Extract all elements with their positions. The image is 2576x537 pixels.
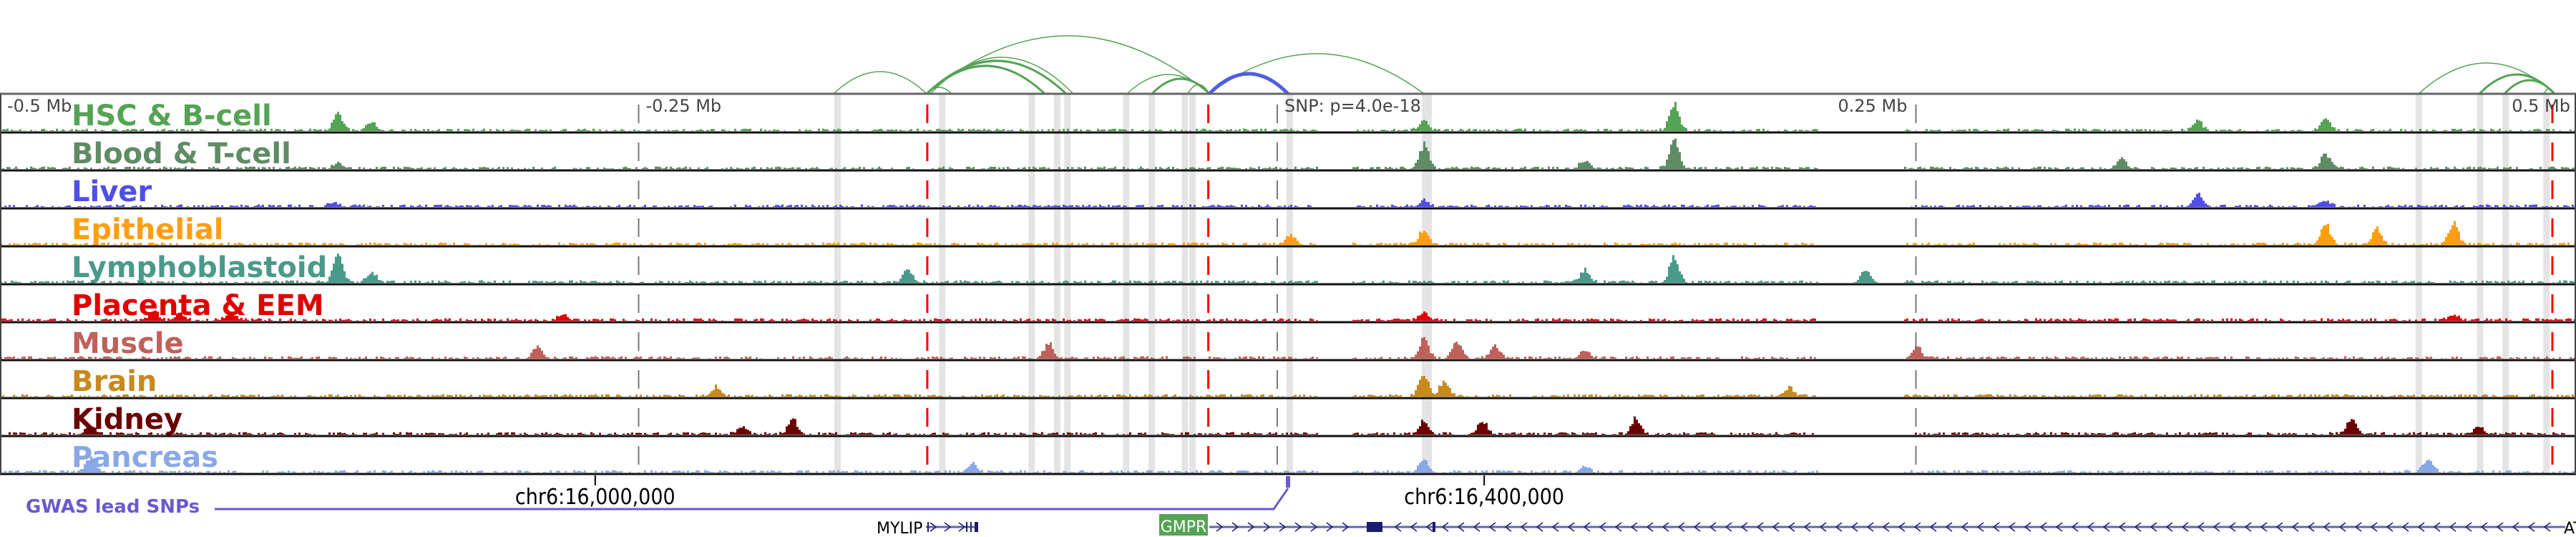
- track-label: Muscle: [72, 327, 184, 360]
- gwas-track-label: GWAS lead SNPs: [26, 496, 200, 518]
- interaction-arc: [1151, 77, 1211, 95]
- track-label: Kidney: [72, 403, 182, 436]
- gene-label-mylip[interactable]: MYLIP: [877, 520, 922, 537]
- coordinate-ruler: chr6:16,000,000 chr6:16,400,000: [515, 475, 1564, 510]
- gene-highlight-gmpr: [1159, 514, 1208, 536]
- interaction-arc: [926, 35, 1210, 95]
- strand-chevrons: [1216, 522, 2551, 532]
- gene-model-gmpr[interactable]: [1209, 522, 2565, 532]
- interaction-arc: [1187, 84, 1210, 95]
- signal-blood-t-cell: [2, 138, 2576, 169]
- track-label: Blood & T-cell: [72, 137, 291, 170]
- coord-label: chr6:16,400,000: [1404, 485, 1564, 510]
- interaction-arc: [925, 59, 1068, 95]
- track-label: Pancreas: [72, 441, 218, 474]
- signal-placenta-eem: [0, 310, 2576, 321]
- interaction-arc: [2543, 88, 2555, 95]
- track-label: Lymphoblastoid: [72, 251, 327, 284]
- track-labels: HSC & B-cell Blood & T-cell Liver Epithelia…: [72, 100, 327, 474]
- track-label: Epithelial: [72, 213, 224, 246]
- interaction-arc-strong: [1208, 72, 1289, 95]
- axis-label: -0.5 Mb: [7, 96, 72, 116]
- track-borders: [0, 92, 2576, 475]
- gene-track: MYLIP GMPR AT: [877, 514, 2576, 537]
- gwas-connector: [215, 488, 1289, 511]
- signal-tracks: [0, 102, 2576, 473]
- coord-label: chr6:16,000,000: [515, 485, 675, 510]
- axis-label: 0.25 Mb: [1838, 96, 1907, 116]
- track-label: HSC & B-cell: [72, 100, 272, 132]
- signal-liver: [4, 193, 2574, 207]
- signal-epithelial: [0, 221, 2576, 245]
- axis-label: -0.25 Mb: [646, 96, 722, 116]
- track-label: Placenta & EEM: [72, 289, 324, 322]
- interaction-arc: [2503, 79, 2556, 95]
- gene-label-at[interactable]: AT: [2564, 520, 2576, 537]
- signal-brain: [2, 375, 2574, 397]
- gwas-snp-marker[interactable]: [1286, 476, 1290, 488]
- gwas-track: GWAS lead SNPs: [26, 476, 1290, 518]
- axis-gridlines: [638, 95, 2554, 474]
- axis-label: 0.5 Mb: [2512, 96, 2570, 116]
- interaction-arcs: [833, 35, 2556, 95]
- track-label: Liver: [72, 175, 152, 208]
- signal-kidney: [9, 416, 2565, 435]
- signal-hsc-b-cell: [2, 102, 2576, 131]
- axis-label: SNP: p=4.0e-18: [1284, 96, 1421, 116]
- gene-label-gmpr[interactable]: GMPR: [1161, 518, 1207, 536]
- axis-labels: -0.5 Mb -0.25 Mb SNP: p=4.0e-18 0.25 Mb 0.5 …: [7, 96, 2570, 116]
- interaction-arc: [833, 71, 927, 95]
- track-label: Brain: [72, 365, 157, 398]
- gene-model-mylip[interactable]: [926, 522, 978, 532]
